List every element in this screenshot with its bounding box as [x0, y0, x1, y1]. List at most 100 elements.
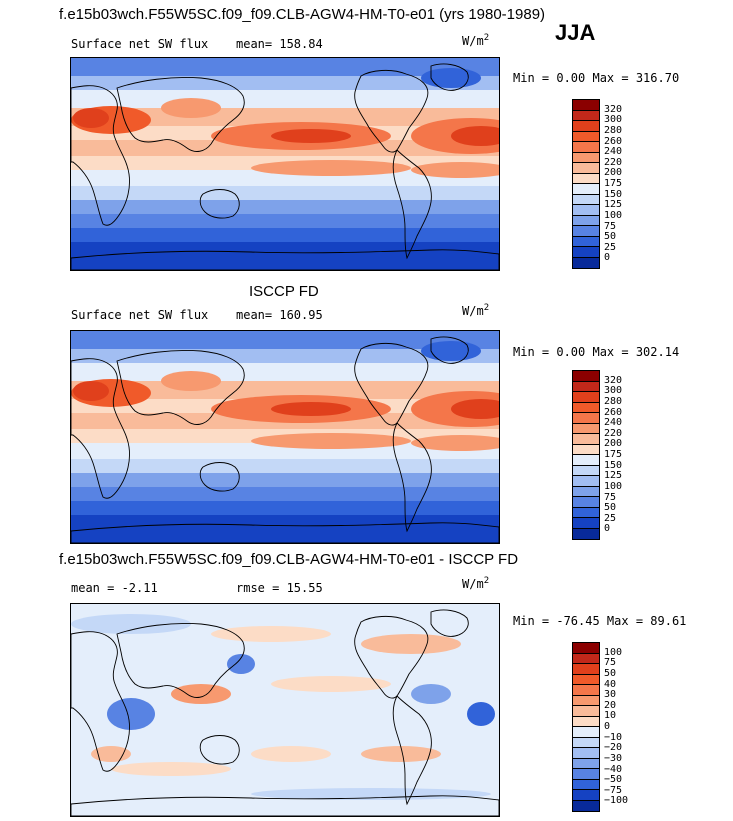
coastline	[392, 695, 432, 806]
panel-2-mean-label: mean= 160.95	[236, 308, 323, 322]
colorbar-tick-label: 100	[604, 480, 623, 492]
map-band	[71, 487, 499, 501]
panel-1-map	[70, 57, 500, 271]
map-band	[71, 473, 499, 487]
colorbar-tick-label: 150	[604, 188, 623, 200]
colorbar-tick-label: 0	[604, 523, 611, 535]
colorbar-tick-label: 150	[604, 459, 623, 471]
map-blob	[73, 108, 109, 128]
map-band	[71, 186, 499, 200]
colorbar-tick-label: 260	[604, 135, 623, 147]
map-blob	[227, 654, 255, 674]
map-blob	[411, 162, 499, 178]
map-band	[71, 349, 499, 363]
map-band	[71, 76, 499, 90]
map-band	[71, 214, 499, 228]
colorbar-tick-label: 280	[604, 395, 623, 407]
panel-3-minmax: Min = -76.45 Max = 89.61	[513, 614, 687, 628]
colorbar-tick-label: 125	[604, 470, 623, 482]
map-band	[71, 242, 499, 270]
colorbar-swatch	[573, 110, 599, 121]
coastline	[430, 609, 469, 637]
panel-1-units: W/m2	[462, 33, 490, 48]
coastline	[116, 623, 245, 698]
map-band	[71, 363, 499, 381]
colorbar-tick-label: 0	[604, 252, 611, 264]
map-blob	[251, 746, 331, 762]
colorbar-tick-label: 175	[604, 178, 623, 189]
panel-3-title: f.e15b03wch.F55W5SC.f09_f09.CLB-AGW4-HM-…	[59, 551, 519, 568]
map-band	[71, 170, 499, 186]
colorbar-tick-label: 75	[604, 657, 617, 669]
colorbar-swatch	[573, 444, 599, 455]
coastline	[71, 795, 499, 816]
colorbar-swatch	[573, 685, 599, 696]
colorbar-tick-label: 320	[604, 103, 623, 115]
map-blob	[361, 634, 461, 654]
coastline	[71, 85, 130, 226]
panel-2-minmax: Min = 0.00 Max = 302.14	[513, 345, 680, 359]
map-blob	[271, 402, 351, 416]
map-blob	[211, 626, 331, 642]
colorbar-swatch	[573, 402, 599, 413]
colorbar-tick-label: 175	[604, 449, 623, 460]
coastline	[116, 350, 245, 425]
colorbar-tick-label: 200	[604, 438, 623, 450]
season-label: JJA	[555, 20, 596, 45]
colorbar-swatch	[573, 486, 599, 497]
coastline	[392, 422, 432, 533]
coastline	[71, 522, 499, 543]
colorbar-tick-label: 20	[604, 699, 617, 711]
map-blob	[71, 614, 191, 634]
colorbar-tick-label: 320	[604, 374, 623, 386]
colorbar-tick-label: 100	[604, 646, 623, 658]
panel-2-map	[70, 330, 500, 544]
colorbar-swatch	[573, 518, 599, 529]
colorbar-tick-label: −100	[604, 795, 629, 807]
coastline	[430, 63, 469, 91]
colorbar-swatch	[573, 371, 599, 382]
map-blob	[271, 676, 391, 692]
map-blob	[271, 129, 351, 143]
colorbar-swatch	[573, 142, 599, 153]
colorbar-swatch	[573, 236, 599, 247]
colorbar-tick-label: 50	[604, 667, 617, 679]
colorbar-swatch	[573, 413, 599, 424]
colorbar-swatch	[573, 121, 599, 132]
colorbar-swatch	[573, 131, 599, 142]
colorbar-tick-label: 200	[604, 167, 623, 179]
panel-2-colorbar: 320 300 280 260 240 220 200 175 150 125 100 75 50 25 0	[572, 370, 642, 540]
colorbar-swatches	[572, 99, 600, 269]
coastline	[116, 77, 245, 152]
coastline	[199, 735, 240, 765]
map-blob	[251, 433, 411, 449]
colorbar-swatch	[573, 455, 599, 466]
map-blob	[251, 160, 411, 176]
colorbar-tick-label: 40	[604, 678, 617, 690]
colorbar-tick-label: 240	[604, 146, 623, 158]
map-band	[71, 200, 499, 214]
coastline	[71, 631, 130, 772]
panel-3-units: W/m2	[462, 576, 490, 591]
colorbar-swatch	[573, 653, 599, 664]
panel-1-mean-label: mean= 158.84	[236, 37, 323, 51]
panel-3-mean-label: mean = -2.11	[71, 581, 158, 595]
panel-1-title: f.e15b03wch.F55W5SC.f09_f09.CLB-AGW4-HM-…	[59, 6, 546, 23]
map-blob	[421, 68, 481, 88]
colorbar-tick-label: −75	[604, 784, 623, 796]
colorbar-swatch	[573, 507, 599, 518]
colorbar-swatch	[573, 152, 599, 163]
colorbar-swatches	[572, 642, 600, 812]
coastline	[71, 249, 499, 270]
colorbar-swatch	[573, 476, 599, 487]
coastline	[392, 149, 432, 260]
colorbar-swatch	[573, 423, 599, 434]
colorbar-swatch	[573, 790, 599, 801]
map-blob	[107, 698, 155, 730]
colorbar-swatch	[573, 247, 599, 258]
map-blob	[161, 371, 221, 391]
map-blob	[111, 762, 231, 776]
colorbar-tick-label: −50	[604, 774, 623, 786]
colorbar-tick-label: −20	[604, 742, 623, 754]
panel-2-title: ISCCP FD	[249, 283, 319, 300]
